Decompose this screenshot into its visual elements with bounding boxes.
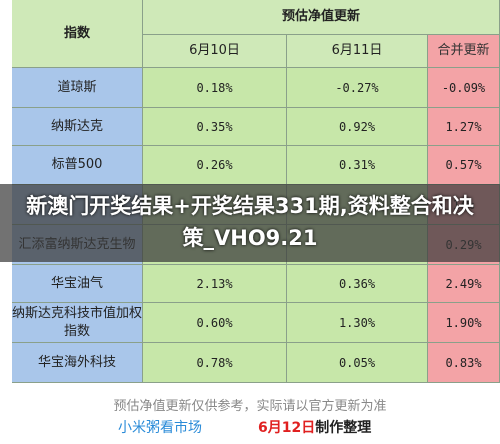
value-cell: 1.30% [287, 303, 428, 343]
overlay-band [0, 184, 500, 262]
value-cell: 0.60% [143, 303, 287, 343]
made-label: 制作整理 [315, 420, 372, 436]
value-cell: 2.49% [428, 265, 500, 303]
column-header: 合并更新 [428, 35, 500, 68]
index-name: 纳斯达克科技市值加权指数 [12, 303, 143, 343]
author: 小米粥看市场 [118, 420, 202, 436]
value-cell: 0.31% [287, 146, 428, 185]
value-cell: 0.57% [428, 146, 500, 185]
group-header: 预估净值更新 [143, 0, 500, 35]
value-cell: 0.35% [143, 108, 287, 146]
footer-note: 预估净值更新仅供参考，实际请以官方更新为准 [113, 399, 387, 414]
value-cell: 1.90% [428, 303, 500, 343]
value-cell: 0.78% [143, 343, 287, 383]
index-name: 标普500 [12, 146, 143, 185]
overlay-text: 新澳门开奖结果+开奖结果331期,资料整合和决策_VHO9.21 [26, 194, 474, 250]
index-name: 华宝海外科技 [12, 343, 143, 383]
value-cell: 0.36% [287, 265, 428, 303]
value-cell: 0.83% [428, 343, 500, 383]
value-cell: 0.05% [287, 343, 428, 383]
value-cell: -0.27% [287, 68, 428, 108]
value-cell: 2.13% [143, 265, 287, 303]
index-name: 道琼斯 [12, 68, 143, 108]
value-cell: -0.09% [428, 68, 500, 108]
value-cell: 0.26% [143, 146, 287, 185]
index-name: 纳斯达克 [12, 108, 143, 146]
column-header: 6月11日 [287, 35, 428, 68]
value-cell: 0.18% [143, 68, 287, 108]
value-cell: 1.27% [428, 108, 500, 146]
index-name: 华宝油气 [12, 265, 143, 303]
made-by: 6月12日制作整理 [258, 417, 371, 437]
date: 6月12日 [258, 420, 316, 436]
column-header: 6月10日 [143, 35, 287, 68]
index-header: 指数 [12, 0, 143, 68]
value-cell: 0.92% [287, 108, 428, 146]
